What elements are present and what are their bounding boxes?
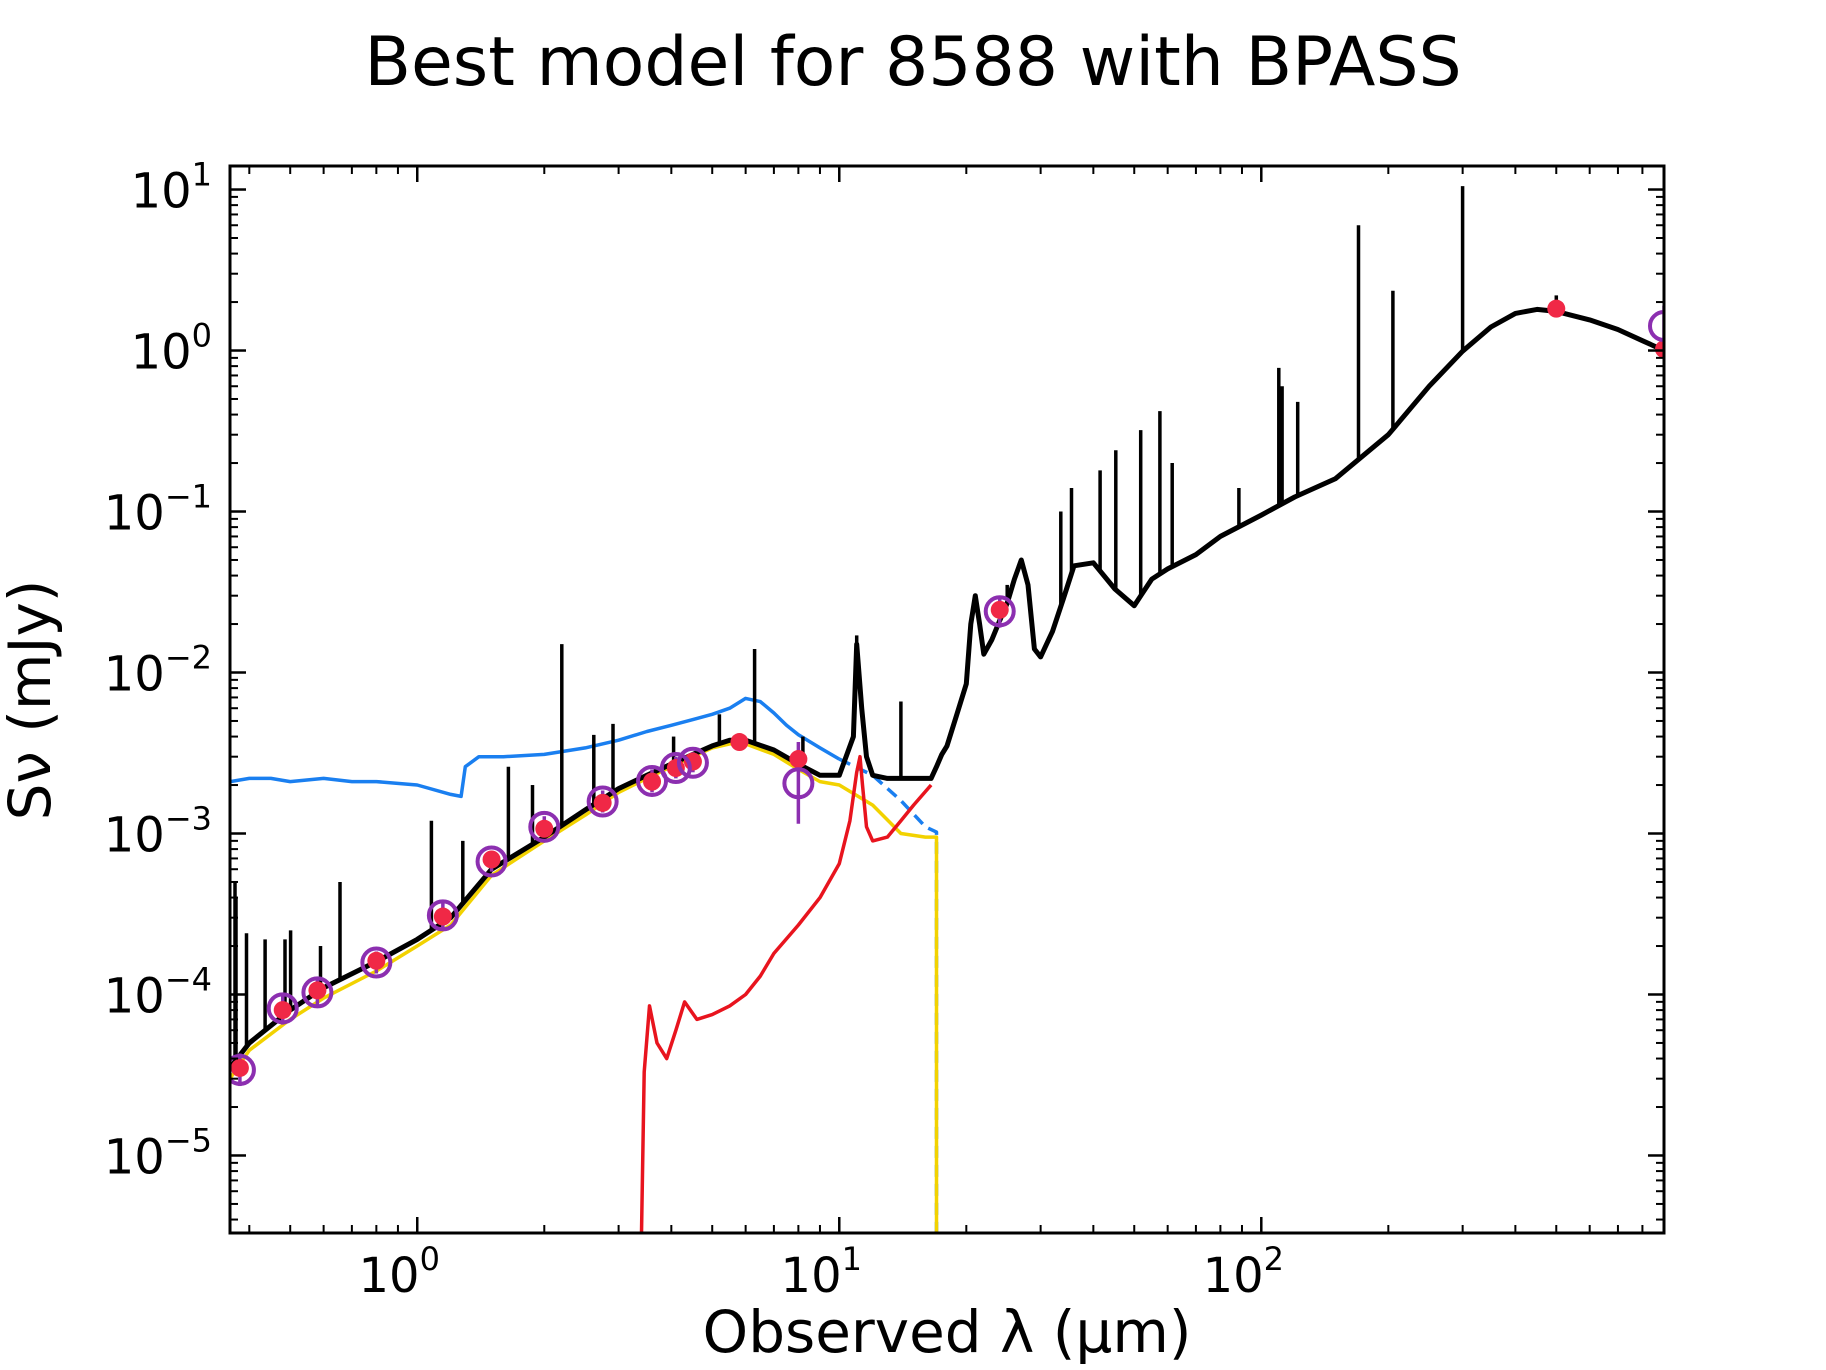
- tick-exponent: 2: [1264, 1240, 1284, 1278]
- observed-flux-point: [475, 845, 508, 878]
- tick-exponent: −1: [165, 478, 212, 516]
- model-flux-point: [593, 793, 612, 812]
- series-line-nebular-dust-emission: [639, 754, 933, 1233]
- observed-flux-point: [1648, 310, 1664, 342]
- series-line-unattenuated-stellar-extrapolated-: [838, 757, 939, 1233]
- observed-flux-point: [528, 810, 561, 843]
- x-tick-label: 100: [359, 1240, 440, 1304]
- tick-exponent: 0: [420, 1240, 440, 1278]
- observed-flux-point: [782, 767, 815, 800]
- observed-flux-point: [586, 785, 619, 818]
- model-flux-point: [1547, 299, 1566, 318]
- marker-layer: [230, 299, 1664, 1087]
- observed-flux-point: [676, 746, 709, 779]
- series-line-unattenuated-stellar-spectrum: [230, 696, 841, 799]
- tick-base: 10: [104, 647, 165, 703]
- y-tick-label: 10−2: [104, 639, 212, 703]
- tick-base: 10: [359, 1248, 420, 1304]
- model-flux-point: [433, 907, 452, 926]
- y-tick-label: 10−4: [104, 960, 212, 1024]
- tick-base: 10: [1203, 1248, 1264, 1304]
- tick-exponent: −5: [165, 1121, 212, 1159]
- tick-base: 10: [104, 486, 165, 542]
- y-tick-label: 101: [131, 156, 212, 220]
- tick-base: 10: [104, 1129, 165, 1185]
- y-tick-label: 100: [131, 317, 212, 381]
- x-tick-label: 101: [781, 1240, 862, 1304]
- y-tick-label: 10−1: [104, 478, 212, 542]
- model-flux-point: [1655, 340, 1664, 359]
- x-axis: 100 101 102: [248, 166, 1665, 1304]
- tick-base: 10: [104, 807, 165, 863]
- observed-flux-point: [983, 595, 1016, 628]
- model-flux-point: [990, 600, 1009, 619]
- model-flux-point: [230, 1058, 249, 1077]
- observed-flux-point: [301, 976, 334, 1009]
- x-axis-label: Observed λ (μm): [703, 1298, 1192, 1366]
- observed-flux-point: [426, 899, 459, 932]
- model-flux-point: [535, 819, 554, 838]
- tick-base: 10: [131, 325, 192, 381]
- tick-base: 10: [781, 1248, 842, 1304]
- model-flux-point: [482, 850, 501, 869]
- model-flux-point: [789, 750, 808, 769]
- tick-base: 10: [131, 164, 192, 220]
- observed-flux-point: [230, 1053, 256, 1086]
- model-flux-point: [273, 1001, 292, 1020]
- model-flux-point: [730, 733, 749, 752]
- x-tick-label: 102: [1203, 1240, 1284, 1304]
- tick-exponent: 1: [842, 1240, 862, 1278]
- tick-base: 10: [104, 968, 165, 1024]
- series-line-attenuated-stellar-spectrum: [230, 742, 939, 1233]
- tick-exponent: 0: [192, 317, 212, 355]
- plot-frame: [228, 164, 1666, 1235]
- tick-exponent: −2: [165, 639, 212, 677]
- observed-flux-point: [360, 946, 393, 979]
- model-flux-point: [367, 951, 386, 970]
- observed-flux-point: [266, 992, 299, 1025]
- y-tick-label: 10−5: [104, 1121, 212, 1185]
- series-line-total-model: [230, 306, 1664, 1070]
- tick-exponent: −3: [165, 799, 212, 837]
- model-flux-point: [308, 981, 327, 1000]
- y-axis-label: Sν (mJy): [0, 580, 64, 821]
- tick-exponent: −4: [165, 960, 212, 998]
- observed-flux-point: [659, 752, 692, 785]
- chart-title: Best model for 8588 with BPASS: [364, 23, 1461, 102]
- plot-area: [230, 186, 1664, 1233]
- model-flux-point: [643, 772, 662, 791]
- tick-exponent: 1: [192, 156, 212, 194]
- observed-flux-point: [636, 764, 669, 797]
- y-tick-label: 10−3: [104, 799, 212, 863]
